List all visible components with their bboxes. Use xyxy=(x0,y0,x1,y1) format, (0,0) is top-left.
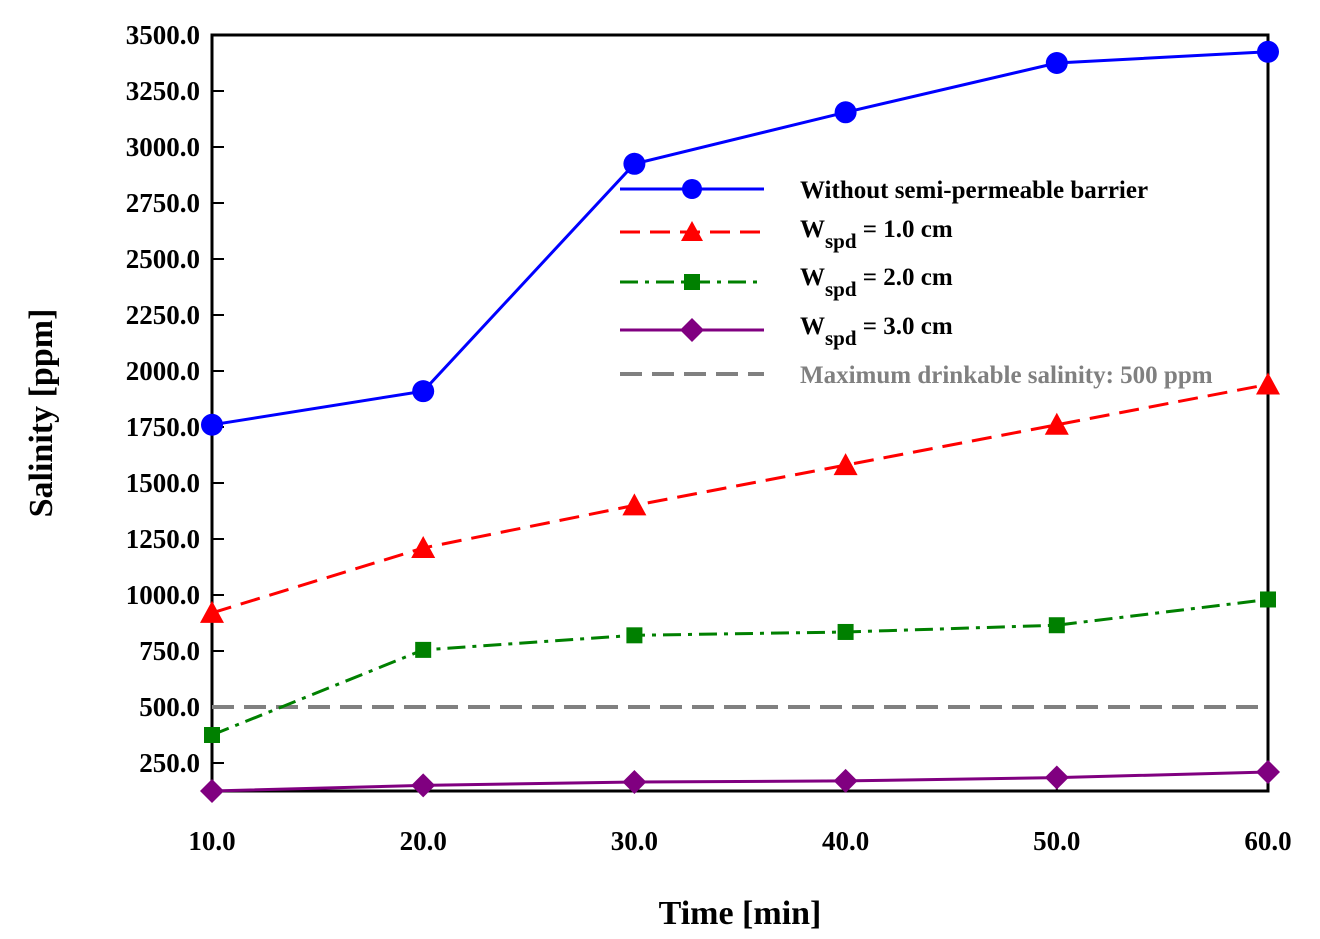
x-tick-label: 40.0 xyxy=(822,826,869,856)
data-point-s0-5 xyxy=(1257,40,1279,63)
legend-label-3-sub: spd xyxy=(825,326,857,350)
y-tick-label: 1250.0 xyxy=(126,524,200,554)
legend-label-3: Wspd = 3.0 cm xyxy=(800,313,953,350)
data-point-s0-2 xyxy=(623,152,646,175)
y-tick-label: 500.0 xyxy=(139,692,200,722)
legend-label-2-sub: spd xyxy=(825,277,857,301)
legend-marker-1 xyxy=(681,221,703,241)
data-point-s2-2 xyxy=(626,627,643,644)
data-point-s3-5 xyxy=(1256,759,1280,784)
y-tick-label: 1000.0 xyxy=(126,580,200,610)
y-tick-label: 1750.0 xyxy=(126,412,200,442)
data-point-s0-0 xyxy=(201,413,223,436)
data-point-s2-4 xyxy=(1048,617,1065,634)
data-point-s1-0 xyxy=(200,600,224,623)
x-tick-label: 60.0 xyxy=(1244,826,1291,856)
data-point-s1-1 xyxy=(411,535,436,558)
series-line-1 xyxy=(211,382,1269,615)
x-axis-title: Time [min] xyxy=(659,895,822,932)
series-line-0 xyxy=(211,50,1269,427)
data-point-s0-3 xyxy=(834,101,857,124)
y-tick-label: 2500.0 xyxy=(126,244,200,274)
legend-marker-0 xyxy=(682,179,702,199)
legend-marker-3 xyxy=(680,318,704,342)
data-point-s0-4 xyxy=(1045,52,1068,74)
y-tick-label: 2000.0 xyxy=(126,356,200,386)
data-point-s2-3 xyxy=(837,623,854,640)
data-point-s3-2 xyxy=(622,770,647,795)
data-point-s1-4 xyxy=(1044,412,1069,435)
data-point-s1-3 xyxy=(833,453,858,476)
legend-label-3-rest: = 3.0 cm xyxy=(857,313,953,340)
data-point-s2-0 xyxy=(204,727,220,743)
x-tick-label: 10.0 xyxy=(188,826,235,856)
legend-label-3-main: W xyxy=(800,313,825,340)
legend-marker-2 xyxy=(684,274,700,290)
legend: Without semi-permeable barrier Wspd = 1.… xyxy=(620,177,1213,389)
y-tick-label: 750.0 xyxy=(139,636,200,666)
legend-label-ref: Maximum drinkable salinity: 500 ppm xyxy=(800,362,1213,389)
series-line-3 xyxy=(211,770,1269,793)
legend-label-0: Without semi-permeable barrier xyxy=(800,177,1148,204)
y-tick-label: 2750.0 xyxy=(126,188,200,218)
data-point-s1-2 xyxy=(622,493,647,516)
y-axis-title: Salinity [ppm] xyxy=(23,309,60,518)
data-point-s3-0 xyxy=(200,779,224,803)
legend-label-2-main: W xyxy=(800,264,825,291)
y-tick-label: 3500.0 xyxy=(126,20,200,50)
legend-label-1-rest: = 1.0 cm xyxy=(857,216,953,243)
series-line-2 xyxy=(211,598,1269,737)
x-tick-label: 50.0 xyxy=(1033,826,1080,856)
x-tick-label: 20.0 xyxy=(400,826,447,856)
data-point-s2-5 xyxy=(1260,591,1276,608)
plot-area-frame xyxy=(210,33,1270,793)
legend-label-1: Wspd = 1.0 cm xyxy=(800,216,953,253)
data-point-s3-4 xyxy=(1044,765,1069,790)
legend-label-2: Wspd = 2.0 cm xyxy=(800,264,953,301)
y-axis-ticks: 250.0 500.0 750.0 1000.0 1250.0 1500.0 1750.0 2… xyxy=(126,20,224,778)
series-group xyxy=(200,40,1280,803)
legend-label-1-sub: spd xyxy=(825,229,857,253)
legend-label-1-main: W xyxy=(800,216,825,243)
y-tick-label: 250.0 xyxy=(139,748,200,778)
y-tick-label: 3000.0 xyxy=(126,132,200,162)
y-tick-label: 2250.0 xyxy=(126,300,200,330)
y-tick-label: 1500.0 xyxy=(126,468,200,498)
data-point-s1-5 xyxy=(1256,372,1280,395)
data-point-s0-1 xyxy=(412,380,435,403)
x-tick-label: 30.0 xyxy=(611,826,658,856)
y-tick-label: 3250.0 xyxy=(126,76,200,106)
data-point-s3-3 xyxy=(833,768,858,793)
data-point-s3-1 xyxy=(411,773,436,798)
legend-label-2-rest: = 2.0 cm xyxy=(857,264,953,291)
data-point-s2-1 xyxy=(415,641,432,658)
